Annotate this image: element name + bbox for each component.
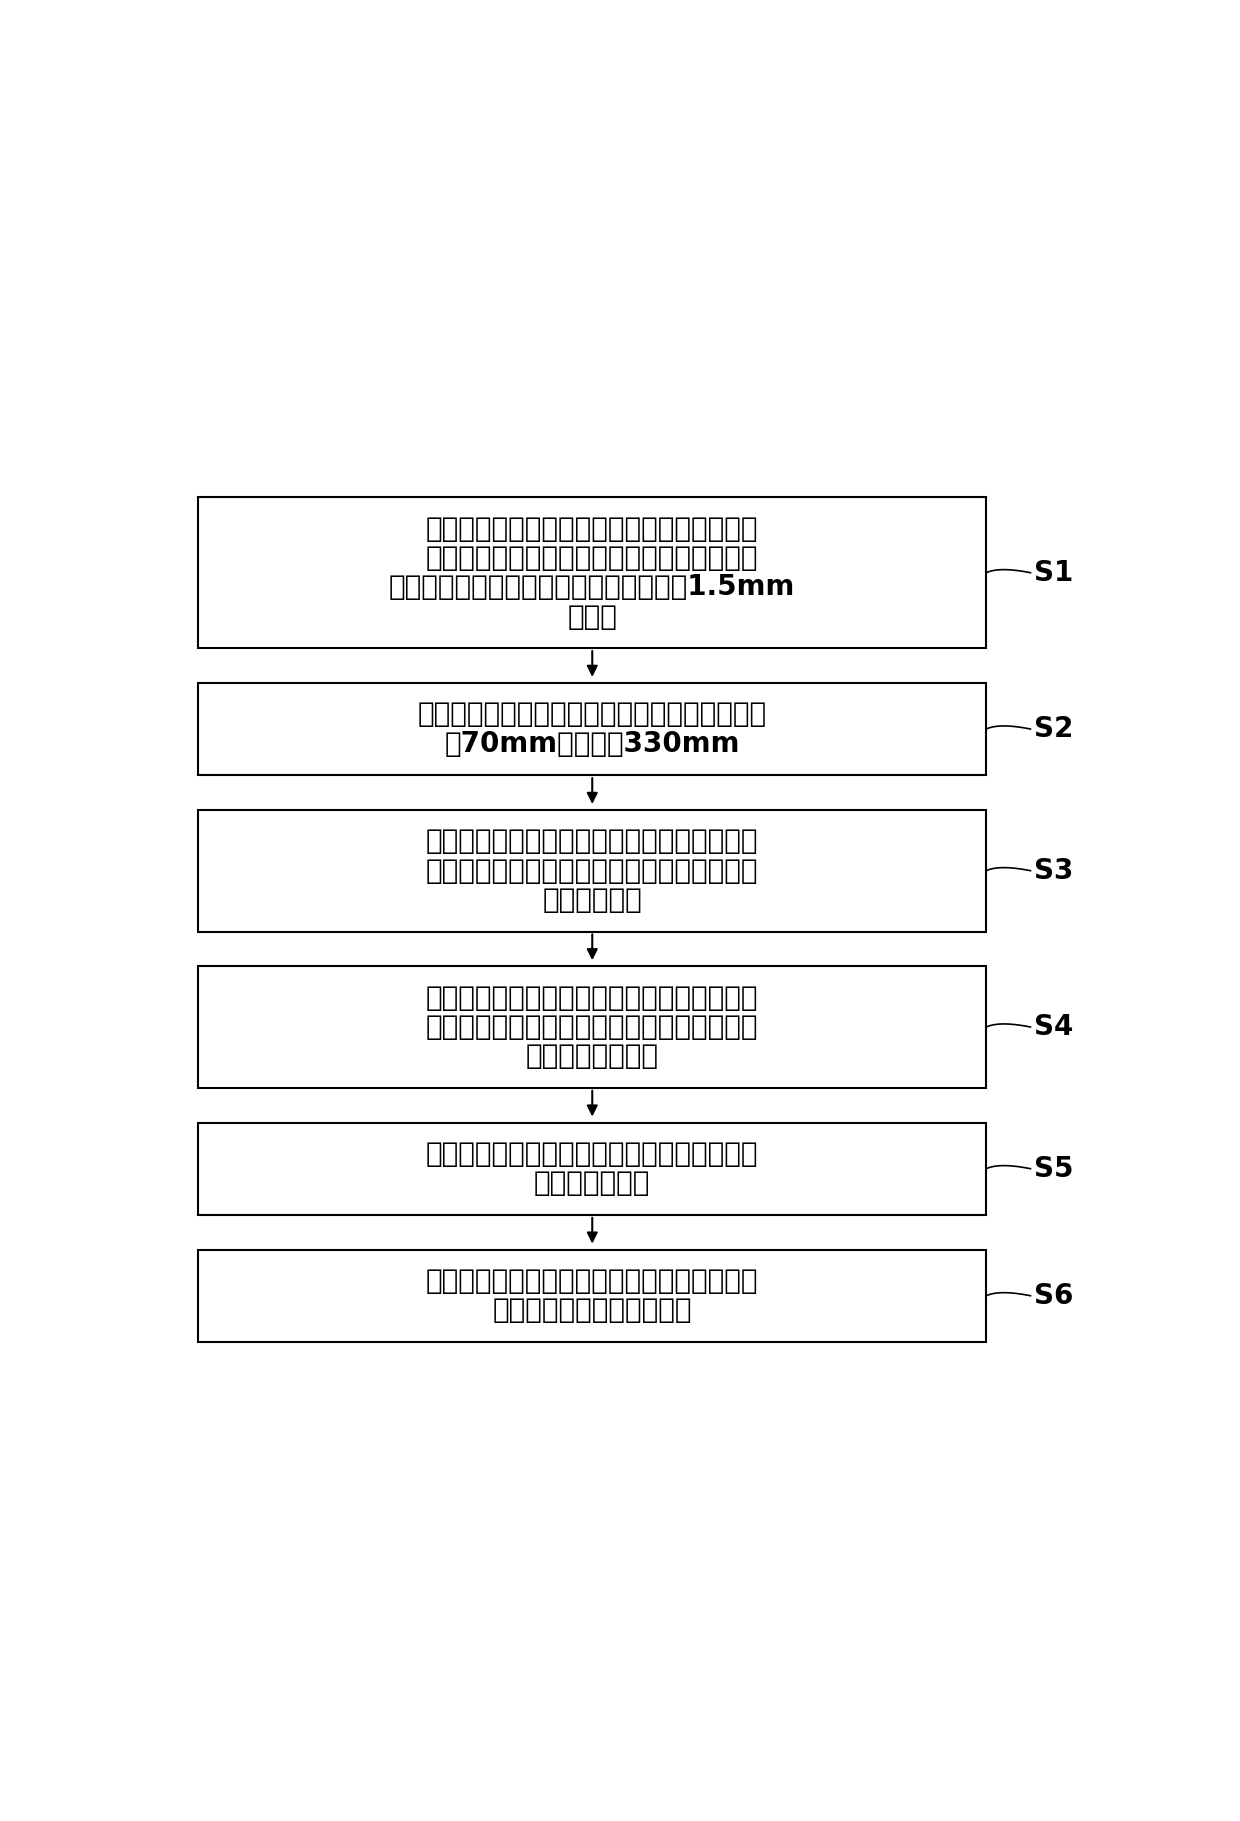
Text: S2: S2 — [1034, 716, 1074, 743]
Bar — [198, 1122, 986, 1215]
Bar — [198, 1249, 986, 1342]
Text: 于一水箱的直通阀门，并自该高水压电磁阀的: 于一水箱的直通阀门，并自该高水压电磁阀的 — [427, 544, 759, 572]
Text: 测量从针头处采集的水的水体积量以判断高水: 测量从针头处采集的水的水体积量以判断高水 — [427, 1267, 759, 1295]
Bar — [198, 967, 986, 1087]
Text: 于70mm且不高于330mm: 于70mm且不高于330mm — [444, 730, 740, 758]
Text: S3: S3 — [1034, 856, 1074, 885]
Text: S5: S5 — [1034, 1155, 1074, 1182]
Bar — [198, 497, 986, 648]
Text: 往该水箱中注水，水面距离直通阀门的高度不低: 往该水箱中注水，水面距离直通阀门的高度不低 — [418, 701, 766, 728]
Text: S6: S6 — [1034, 1282, 1074, 1309]
Text: 出水口通过一第二水管连接一内径不超过1.5mm: 出水口通过一第二水管连接一内径不超过1.5mm — [389, 574, 795, 601]
Text: S4: S4 — [1034, 1012, 1074, 1042]
Bar — [198, 810, 986, 932]
Text: 高水压电磁阀: 高水压电磁阀 — [542, 887, 642, 914]
Text: 将待测试的高水压电磁阀通过一第一水管连接: 将待测试的高水压电磁阀通过一第一水管连接 — [427, 515, 759, 543]
Text: 的针头: 的针头 — [568, 603, 618, 630]
Text: 再对高水压电磁阀通断一次并采集关闭状态下: 再对高水压电磁阀通断一次并采集关闭状态下 — [427, 1140, 759, 1167]
Text: 去直通阀门与针头之间的管路中的空气后关闭: 去直通阀门与针头之间的管路中的空气后关闭 — [427, 856, 759, 885]
Text: S1: S1 — [1034, 559, 1074, 586]
Text: 打开高水压电磁阀并打开直通阀门，待水流排: 打开高水压电磁阀并打开直通阀门，待水流排 — [427, 827, 759, 856]
Bar — [198, 683, 986, 776]
Text: 电磁阀一预设次数: 电磁阀一预设次数 — [526, 1042, 658, 1071]
Text: 针头处滴出的水: 针头处滴出的水 — [534, 1169, 651, 1198]
Text: 压电磁阀的低水压密封性能: 压电磁阀的低水压密封性能 — [492, 1297, 692, 1324]
Text: 水压电磁阀一第二预设时长，重复通断高水压: 水压电磁阀一第二预设时长，重复通断高水压 — [427, 1012, 759, 1042]
Text: 打开高水压电磁阀一第一预设时长后，关闭高: 打开高水压电磁阀一第一预设时长后，关闭高 — [427, 983, 759, 1012]
